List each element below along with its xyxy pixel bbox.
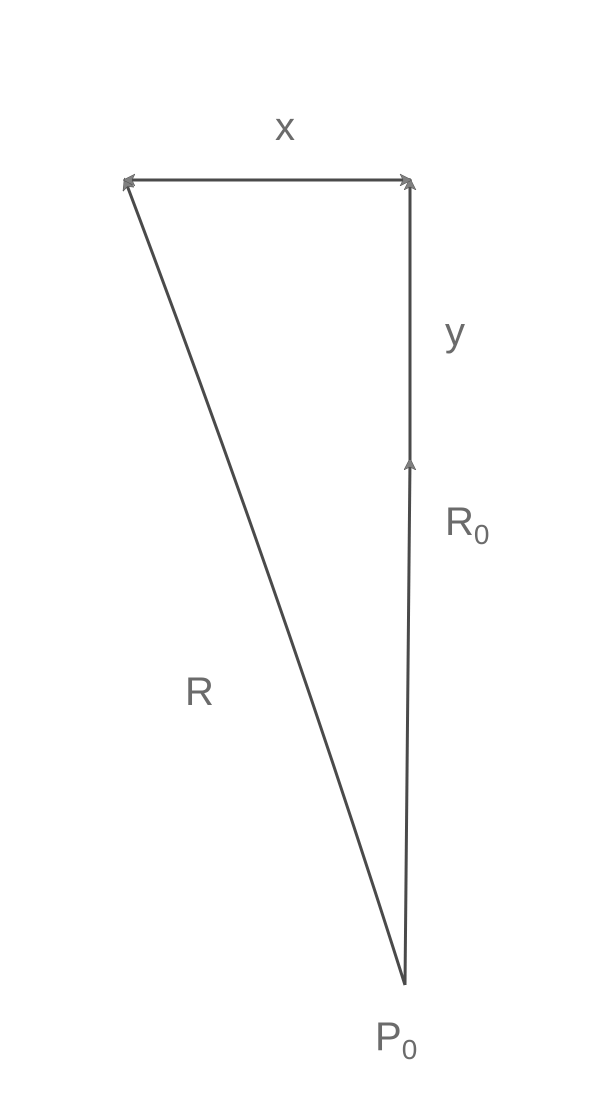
label-R: R xyxy=(185,670,214,715)
vector-R0 xyxy=(405,460,410,985)
label-P0: P0 xyxy=(375,1015,417,1066)
label-R0: R0 xyxy=(445,500,489,551)
vector-diagram xyxy=(0,0,606,1118)
label-y: y xyxy=(445,310,465,355)
label-x: x xyxy=(275,105,295,150)
vector-R xyxy=(125,180,405,985)
